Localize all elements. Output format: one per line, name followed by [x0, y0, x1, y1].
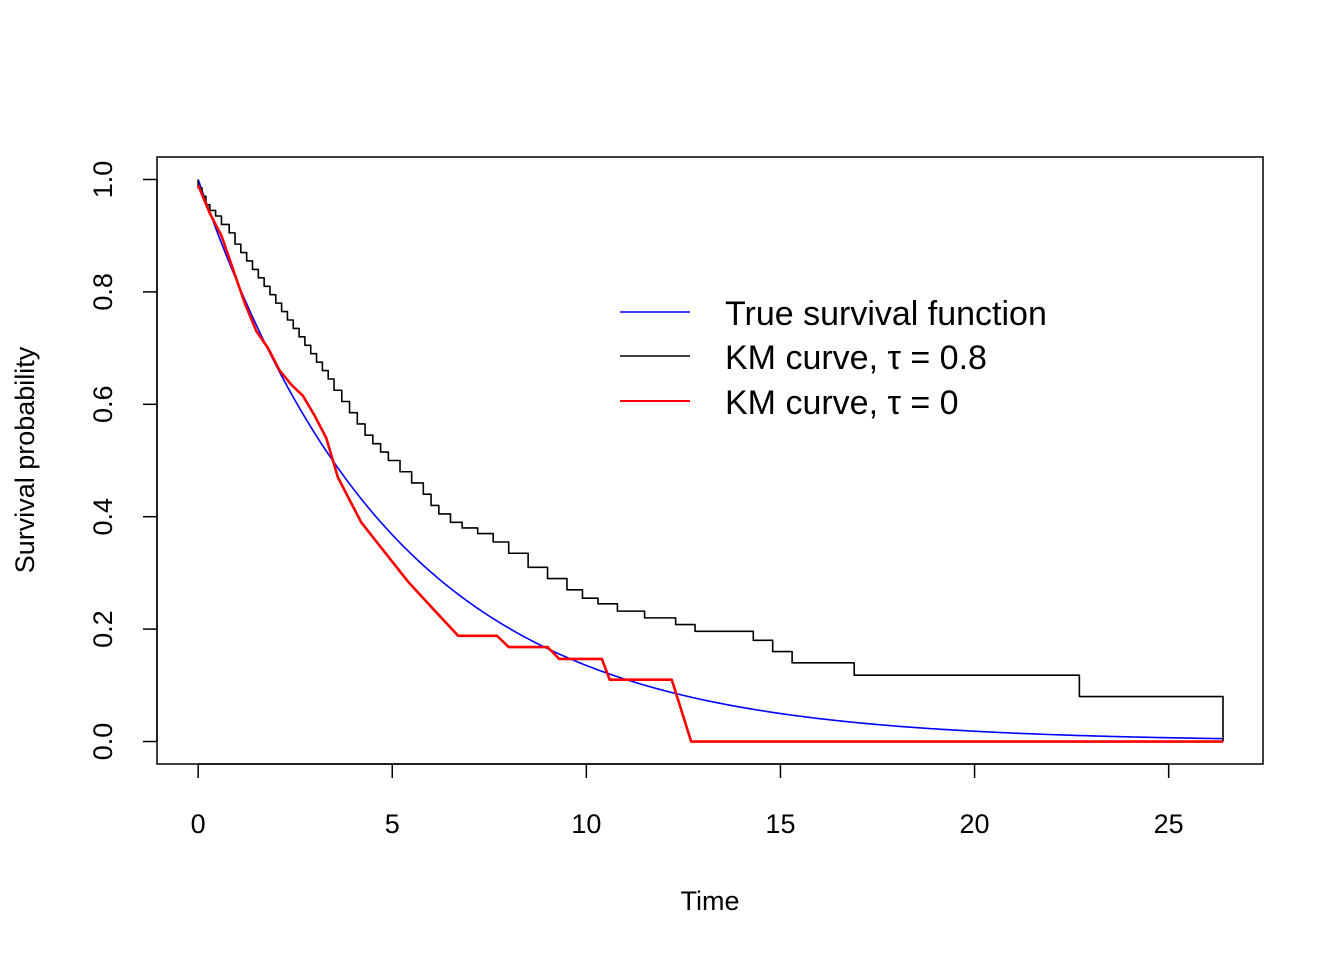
legend-label-true-survival: True survival function	[725, 295, 1047, 333]
x-tick-label: 20	[960, 809, 990, 839]
y-tick-label: 0.8	[88, 273, 118, 311]
series-layer	[196, 179, 1224, 743]
series-km-tau-0.8-line	[197, 179, 1224, 742]
x-tick-label: 10	[571, 809, 601, 839]
y-tick-label: 0.4	[88, 498, 118, 536]
series-true-survival-line	[197, 179, 1224, 740]
y-tick-label: 1.0	[88, 161, 118, 199]
x-tick-label: 15	[765, 809, 795, 839]
legend: True survival function KM curve, τ = 0.8…	[620, 295, 1047, 422]
y-tick-label: 0.6	[88, 386, 118, 424]
series-km-tau-0-line	[196, 184, 1224, 743]
legend-label-km-tau-0.8: KM curve, τ = 0.8	[725, 339, 987, 377]
x-axis-title: Time	[681, 886, 740, 916]
legend-label-km-tau-0: KM curve, τ = 0	[725, 384, 959, 422]
y-axis: 0.0 0.2 0.4 0.6 0.8 1.0	[88, 161, 158, 761]
x-axis: 0 5 10 15 20 25	[191, 763, 1184, 839]
x-tick-label: 0	[191, 809, 206, 839]
y-axis-title: Survival probability	[10, 346, 40, 573]
y-tick-label: 0.2	[88, 610, 118, 648]
x-tick-label: 25	[1154, 809, 1184, 839]
x-tick-label: 5	[385, 809, 400, 839]
y-tick-label: 0.0	[88, 723, 118, 761]
